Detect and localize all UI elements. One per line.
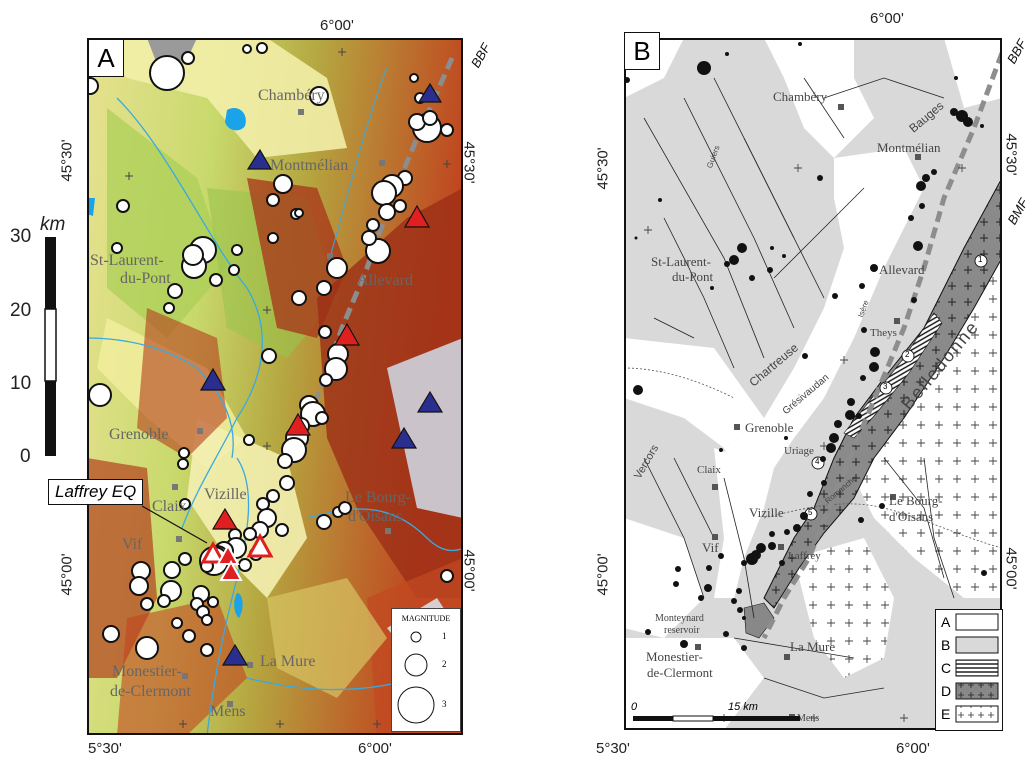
site-1: 1 — [978, 255, 982, 264]
magnitude-2: 2 — [442, 659, 447, 669]
lat-left-a-1: 45°30' — [59, 139, 76, 181]
town-a-allevard: Allevard — [357, 272, 413, 289]
town-b-grenoble: Grenoble — [745, 421, 793, 435]
town-a-mens: Mens — [210, 703, 246, 720]
town-b-doisans: d'Oisans — [889, 510, 933, 524]
town-a-doisans: d'Oisans — [348, 508, 402, 525]
panel-label-b: B — [624, 32, 660, 70]
lat-right-b-1: 45°30' — [1003, 133, 1020, 175]
scale-tick-0: 0 — [20, 446, 31, 468]
lon-bottom-a-1: 5°30' — [88, 740, 122, 757]
town-b-la-mure: La Mure — [790, 640, 835, 654]
lon-bottom-b-1: 5°30' — [596, 740, 630, 757]
scale-tick-20: 20 — [10, 300, 31, 322]
site-4: 4 — [815, 457, 819, 466]
town-a-le-bourg: Le Bourg- — [345, 489, 411, 506]
town-b-theys: Theys — [870, 326, 897, 340]
site-2: 2 — [905, 350, 909, 359]
town-b-vif: Vif — [702, 541, 719, 555]
scale-b-end: 15 km — [728, 701, 758, 713]
magnitude-3: 3 — [442, 699, 447, 709]
town-a-st-laurent: St-Laurent- — [90, 252, 164, 269]
legend-key-d: D — [941, 683, 951, 699]
town-b-allevard: Allevard — [879, 263, 924, 277]
lat-right-a-2: 45°00' — [461, 549, 478, 591]
town-b-claix: Claix — [697, 463, 721, 477]
legend-key-b: B — [941, 637, 950, 653]
town-b-montmelian: Montmélian — [877, 141, 941, 155]
magnitude-legend: MAGNITUDE 1 2 3 — [391, 608, 461, 732]
legend-key-e: E — [941, 706, 950, 722]
legend-key-c: C — [941, 660, 951, 676]
fault-label-bmf-b: BMF — [1004, 196, 1031, 227]
lat-left-a-2: 45°00' — [59, 553, 76, 595]
town-b-uriage: Uriage — [784, 444, 814, 458]
geology-legend: A B C D E — [935, 609, 1003, 731]
fault-label-bbf-b: BBF — [1004, 37, 1030, 66]
town-b-le-bourg: Le Bourg- — [889, 494, 943, 508]
town-a-claix: Claix — [152, 498, 187, 515]
town-b-monestier: Monestier- — [646, 650, 703, 664]
scale-b-start: 0 — [631, 701, 637, 713]
legend-key-a: A — [941, 614, 950, 630]
town-a-de-clermont: de-Clermont — [110, 683, 191, 700]
town-a-vif: Vif — [122, 536, 142, 553]
lon-bottom-a-2: 6°00' — [358, 740, 392, 757]
town-b-de-clermont: de-Clermont — [647, 666, 713, 680]
town-b-vizille: Vizille — [749, 506, 784, 520]
lat-right-a-1: 45°30' — [461, 141, 478, 183]
town-b-chambery: Chambéry — [773, 90, 827, 104]
lon-bottom-b-2: 6°00' — [896, 740, 930, 757]
scale-unit: km — [40, 214, 65, 236]
site-3: 3 — [883, 382, 887, 391]
lat-left-b-1: 45°30' — [595, 147, 612, 189]
lat-right-b-2: 45°00' — [1003, 547, 1020, 589]
lon-top-a: 6°00' — [320, 17, 354, 34]
lon-top-b: 6°00' — [870, 10, 904, 27]
town-a-la-mure: La Mure — [260, 653, 316, 670]
town-a-monestier: Monestier- — [112, 663, 182, 680]
town-a-du-pont: du-Pont — [120, 270, 171, 287]
fault-label-bbf-a: BBF — [468, 41, 494, 70]
town-b-laffrey: Laffrey — [788, 549, 821, 563]
town-b-du-pont: du-Pont — [672, 270, 713, 284]
site-5: 5 — [808, 508, 812, 517]
lat-left-b-2: 45°00' — [595, 553, 612, 595]
magnitude-1: 1 — [442, 631, 447, 641]
reservoir-label-2: reservoir — [664, 624, 700, 638]
panel-label-a: A — [88, 39, 124, 77]
town-b-st-laurent: St-Laurent- — [651, 255, 711, 269]
town-a-chambery: Chambéry — [258, 87, 325, 104]
scale-tick-30: 30 — [10, 226, 31, 248]
town-a-grenoble: Grenoble — [109, 426, 169, 443]
scale-tick-10: 10 — [10, 373, 31, 395]
town-a-montmelian: Montmélian — [270, 157, 348, 174]
town-a-vizille: Vizille — [204, 486, 247, 503]
laffrey-eq-callout: Laffrey EQ — [48, 479, 143, 505]
